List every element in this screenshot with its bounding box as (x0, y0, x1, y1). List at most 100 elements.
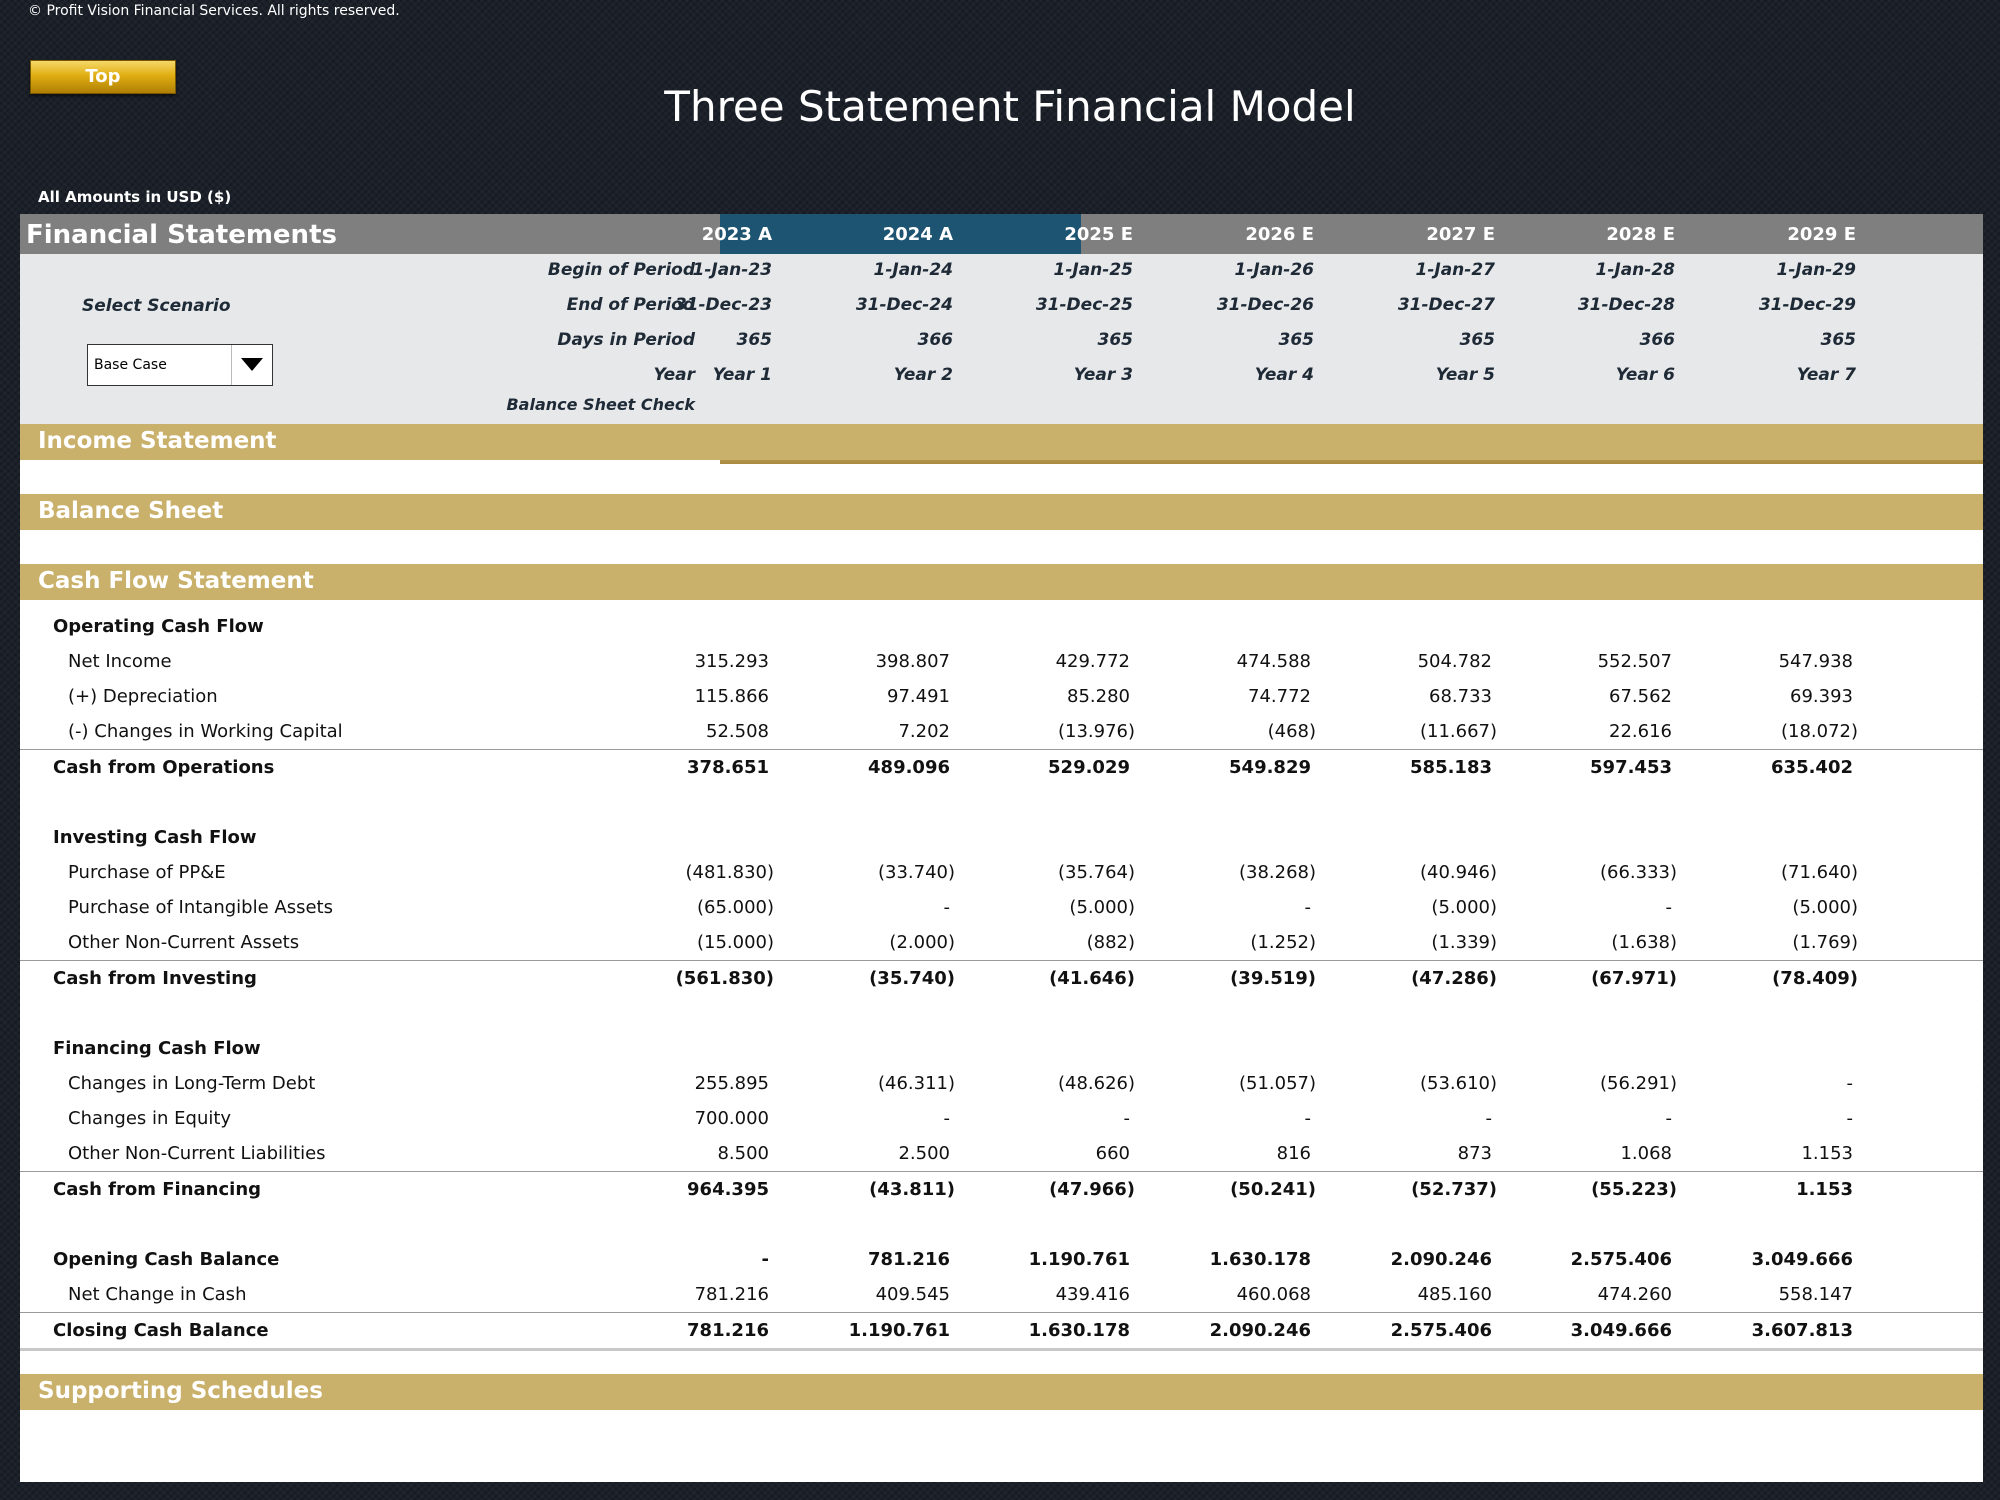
days-in-period-value: 365 (1097, 330, 1134, 350)
row-value: 2.090.246 (1209, 1320, 1311, 1341)
supporting-schedules-section[interactable]: Supporting Schedules (20, 1374, 1983, 1410)
year-header: 2027 E (1426, 224, 1495, 245)
row-value: - (1846, 1108, 1854, 1129)
begin-of-period-value: 1-Jan-23 (692, 260, 773, 280)
end-of-period-value: 31-Dec-25 (1035, 295, 1133, 315)
year-label-label: Year (653, 365, 695, 385)
row-value: - (943, 897, 951, 918)
year-label-value: Year 7 (1796, 365, 1856, 385)
year-header: 2026 E (1245, 224, 1314, 245)
row-label: Net Income (68, 651, 172, 672)
row-value: 115.866 (694, 686, 769, 707)
financing-total-row: Cash from Financing 964.395 (43.811) (47.96… (20, 1171, 1983, 1207)
row-value: - (1485, 1108, 1493, 1129)
top-button[interactable]: Top (30, 60, 176, 94)
row-value: (47.966) (1049, 1179, 1135, 1200)
year-header: 2028 E (1606, 224, 1675, 245)
row-value: (35.740) (869, 968, 955, 989)
year-header: 2023 A (701, 224, 772, 245)
table-row: Net Income 315.293 398.807 429.772 474.588 50… (20, 644, 1983, 679)
period-info-panel: Select Scenario Base Case Begin of Perio… (20, 254, 1983, 464)
cash-flow-section[interactable]: Cash Flow Statement (20, 564, 1983, 600)
begin-of-period-value: 1-Jan-26 (1234, 260, 1315, 280)
row-value: 474.588 (1236, 651, 1311, 672)
table-row: (-) Changes in Working Capital 52.508 7.20… (20, 714, 1983, 749)
row-value: 409.545 (875, 1284, 950, 1305)
row-value: (5.000) (1069, 897, 1135, 918)
year-label-value: Year 5 (1435, 365, 1495, 385)
begin-of-period-label: Begin of Period (547, 260, 695, 280)
row-value: 315.293 (694, 651, 769, 672)
row-value: 74.772 (1248, 686, 1311, 707)
closing-cash-row: Closing Cash Balance 781.216 1.190.761 1.63… (20, 1312, 1983, 1351)
row-value: (50.241) (1230, 1179, 1316, 1200)
row-value: 1.630.178 (1209, 1249, 1311, 1270)
year-header: 2025 E (1064, 224, 1133, 245)
row-value: (1.769) (1792, 932, 1858, 953)
balance-sheet-section[interactable]: Balance Sheet (20, 494, 1983, 530)
days-in-period-value: 366 (1639, 330, 1676, 350)
row-value: 1.190.761 (1028, 1249, 1130, 1270)
days-in-period-value: 365 (1820, 330, 1857, 350)
row-value: 97.491 (887, 686, 950, 707)
row-value: 8.500 (717, 1143, 769, 1164)
financial-statements-sheet: Financial Statements 2023 A 2024 A 2025 E 2… (20, 214, 1983, 1482)
row-value: 1.190.761 (848, 1320, 950, 1341)
days-in-period-label: Days in Period (557, 330, 695, 350)
row-value: (56.291) (1599, 1073, 1677, 1094)
row-label: Investing Cash Flow (53, 827, 257, 848)
year-label-value: Year 6 (1615, 365, 1675, 385)
row-value: (5.000) (1431, 897, 1497, 918)
row-value: - (1304, 1108, 1312, 1129)
row-value: 255.895 (694, 1073, 769, 1094)
row-value: 2.575.406 (1570, 1249, 1672, 1270)
row-label: Closing Cash Balance (53, 1320, 269, 1341)
row-value: 597.453 (1590, 757, 1672, 778)
income-statement-section[interactable]: Income Statement (20, 424, 1983, 460)
row-value: 1.068 (1620, 1143, 1672, 1164)
row-value: (48.626) (1057, 1073, 1135, 1094)
end-of-period-value: 31-Dec-29 (1758, 295, 1856, 315)
row-value: (13.976) (1057, 721, 1135, 742)
row-value: (55.223) (1591, 1179, 1677, 1200)
row-value: 558.147 (1778, 1284, 1853, 1305)
chevron-down-icon[interactable] (231, 345, 272, 385)
operating-cash-flow-title: Operating Cash Flow (20, 609, 1983, 644)
investing-total-row: Cash from Investing (561.830) (35.740) (41.… (20, 960, 1983, 996)
year-label-value: Year 4 (1254, 365, 1314, 385)
table-row: (+) Depreciation 115.866 97.491 85.280 74.77… (20, 679, 1983, 714)
statements-header: Financial Statements 2023 A 2024 A 2025 E 2… (20, 214, 1983, 254)
begin-of-period-value: 1-Jan-25 (1053, 260, 1134, 280)
row-value: 585.183 (1410, 757, 1492, 778)
row-value: (5.000) (1792, 897, 1858, 918)
row-value: 3.049.666 (1751, 1249, 1853, 1270)
row-value: 635.402 (1771, 757, 1853, 778)
actual-years-highlight (720, 214, 1081, 254)
row-value: 3.049.666 (1570, 1320, 1672, 1341)
days-in-period-value: 366 (917, 330, 954, 350)
row-value: (53.610) (1419, 1073, 1497, 1094)
row-value: 781.216 (687, 1320, 769, 1341)
row-value: 549.829 (1229, 757, 1311, 778)
row-value: (43.811) (869, 1179, 955, 1200)
row-label: Cash from Financing (53, 1179, 262, 1200)
select-scenario-label: Select Scenario (82, 296, 231, 316)
scenario-dropdown[interactable]: Base Case (87, 344, 273, 386)
financing-cash-flow-title: Financing Cash Flow (20, 1031, 1983, 1066)
row-value: 68.733 (1429, 686, 1492, 707)
row-value: 52.508 (706, 721, 769, 742)
row-value: - (761, 1249, 769, 1270)
row-value: (39.519) (1230, 968, 1316, 989)
copyright-text: © Profit Vision Financial Services. All … (28, 3, 400, 19)
table-row: Changes in Long-Term Debt 255.895 (46.311)… (20, 1066, 1983, 1101)
row-value: 873 (1457, 1143, 1492, 1164)
row-label: Purchase of Intangible Assets (68, 897, 333, 918)
row-label: Opening Cash Balance (53, 1249, 280, 1270)
row-value: (40.946) (1419, 862, 1497, 883)
scenario-value: Base Case (94, 357, 167, 373)
year-header: 2024 A (882, 224, 953, 245)
balance-check-label: Balance Sheet Check (506, 395, 695, 414)
row-value: (47.286) (1411, 968, 1497, 989)
row-value: 816 (1276, 1143, 1311, 1164)
begin-of-period-value: 1-Jan-29 (1776, 260, 1857, 280)
